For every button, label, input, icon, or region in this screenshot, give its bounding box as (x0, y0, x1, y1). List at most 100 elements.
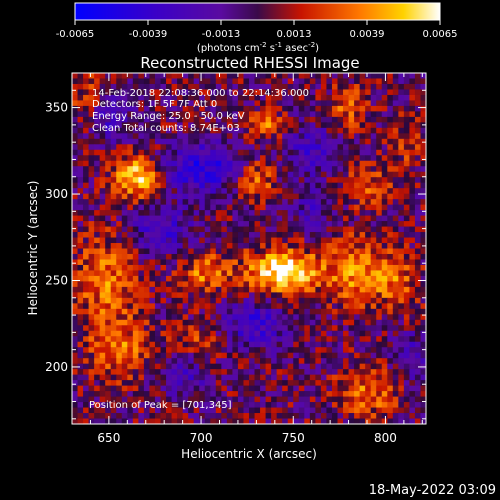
heatmap-cell (237, 243, 244, 249)
heatmap-cell (398, 133, 405, 140)
heatmap-cell (105, 237, 112, 244)
heatmap-cell (210, 352, 217, 359)
heatmap-cell (365, 264, 372, 271)
heatmap-cell (365, 292, 372, 299)
heatmap-cell (210, 160, 217, 167)
heatmap-cell (160, 171, 167, 178)
heatmap-cell (83, 155, 89, 162)
heatmap-cell (420, 391, 427, 397)
heatmap-cell (365, 138, 372, 145)
heatmap-cell (199, 259, 206, 266)
heatmap-cell (398, 336, 405, 343)
heatmap-cell (343, 116, 349, 123)
heatmap-cell (188, 204, 195, 211)
heatmap-cell (166, 314, 172, 321)
heatmap-cell (99, 171, 106, 178)
heatmap-cell (199, 160, 206, 167)
heatmap-cell (276, 253, 283, 260)
heatmap-cell (143, 374, 150, 381)
heatmap-cell (188, 418, 195, 425)
heatmap-cell (199, 127, 206, 134)
heatmap-cell (237, 188, 244, 195)
heatmap-cell (260, 281, 266, 288)
heatmap-cell (193, 275, 200, 282)
heatmap-cell (271, 155, 278, 162)
heatmap-cell (232, 204, 239, 211)
heatmap-cell (72, 281, 78, 288)
heatmap-cell (232, 199, 239, 206)
heatmap-cell (260, 264, 266, 271)
heatmap-cell (376, 226, 383, 233)
heatmap-cell (331, 78, 338, 85)
heatmap-cell (387, 303, 394, 310)
heatmap-cell (392, 275, 399, 282)
heatmap-cell (309, 182, 316, 189)
heatmap-cell (221, 402, 228, 408)
heatmap-cell (326, 374, 333, 381)
heatmap-cell (188, 133, 195, 140)
heatmap-cell (271, 358, 278, 365)
heatmap-cell (309, 133, 316, 140)
heatmap-cell (83, 380, 89, 387)
heatmap-cell (105, 182, 112, 189)
heatmap-cell (72, 149, 78, 156)
heatmap-cell (420, 281, 427, 288)
heatmap-cell (210, 105, 217, 112)
heatmap-cell (132, 232, 139, 238)
heatmap-cell (337, 259, 344, 266)
heatmap-cell (188, 286, 195, 293)
heatmap-cell (392, 78, 399, 85)
heatmap-cell (226, 237, 233, 244)
heatmap-cell (315, 253, 322, 260)
heatmap-cell (154, 171, 161, 178)
heatmap-cell (154, 89, 161, 96)
annotation-algorithm: Clean Total counts: 8.74E+03 (92, 123, 240, 134)
heatmap-cell (138, 83, 145, 90)
heatmap-cell (315, 78, 322, 85)
heatmap-cell (215, 325, 222, 332)
heatmap-cell (387, 160, 394, 167)
heatmap-cell (160, 330, 167, 337)
heatmap-cell (116, 341, 123, 348)
heatmap-cell (365, 374, 372, 381)
heatmap-cell (188, 341, 195, 348)
heatmap-cell (105, 402, 112, 408)
heatmap-cell (331, 418, 338, 425)
heatmap-cell (160, 237, 167, 244)
heatmap-cell (376, 193, 383, 200)
heatmap-cell (420, 407, 427, 414)
heatmap-cell (110, 226, 117, 233)
heatmap-cell (359, 160, 366, 167)
heatmap-cell (199, 221, 206, 227)
heatmap-cell (348, 380, 355, 387)
heatmap-cell (370, 369, 377, 376)
heatmap-cell (116, 363, 123, 370)
heatmap-cell (199, 237, 206, 244)
heatmap-cell (265, 105, 272, 112)
heatmap-cell (121, 111, 128, 118)
heatmap-cell (94, 363, 101, 370)
heatmap-cell (381, 133, 388, 140)
heatmap-cell (77, 369, 84, 376)
heatmap-cell (320, 78, 327, 85)
heatmap-cell (210, 221, 217, 227)
heatmap-cell (116, 166, 123, 173)
heatmap-cell (149, 363, 156, 370)
heatmap-cell (376, 292, 383, 299)
heatmap-cell (83, 166, 89, 173)
heatmap-cell (127, 226, 134, 233)
heatmap-cell (204, 363, 211, 370)
heatmap-cell (110, 341, 117, 348)
heatmap-cell (210, 308, 217, 315)
heatmap-cell (337, 330, 344, 337)
heatmap-cell (237, 369, 244, 376)
heatmap-cell (304, 122, 311, 129)
heatmap-cell (403, 215, 410, 222)
heatmap-cell (221, 160, 228, 167)
heatmap-cell (237, 215, 244, 222)
heatmap-cell (254, 402, 261, 408)
heatmap-cell (298, 232, 305, 238)
heatmap-cell (282, 264, 289, 271)
heatmap-cell (94, 177, 101, 184)
heatmap-cell (204, 133, 211, 140)
